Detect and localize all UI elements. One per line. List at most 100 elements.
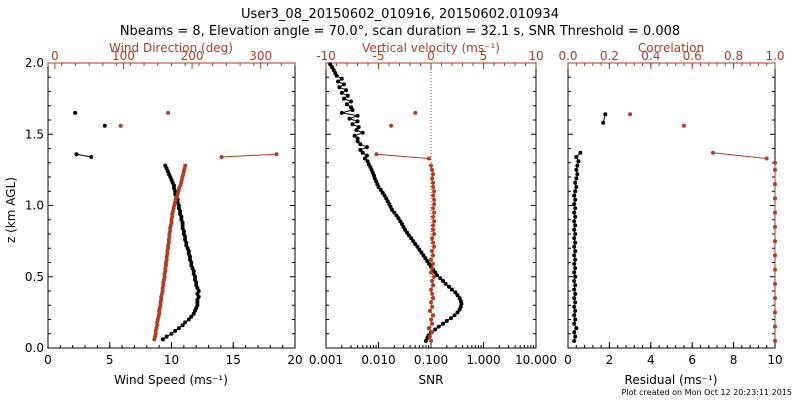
x2-tick-label: 1.0 <box>765 49 784 63</box>
data-point <box>158 303 163 308</box>
data-point <box>405 230 410 235</box>
data-point <box>169 331 174 336</box>
data-point <box>574 167 579 172</box>
data-point <box>573 317 578 322</box>
data-point <box>443 281 448 286</box>
data-point <box>432 232 437 236</box>
x2-tick-label: -10 <box>316 49 336 63</box>
y-tick-label: 2.0 <box>25 56 44 70</box>
data-point <box>164 263 168 268</box>
y-axis-label: z (km AGL) <box>4 177 18 243</box>
data-point <box>574 176 579 181</box>
data-point <box>431 313 436 318</box>
panel-vertical-velocity: SNR Vertical velocity (ms⁻¹) 0.001 0.010 0… <box>309 41 557 387</box>
data-point <box>572 304 577 309</box>
data-point <box>431 193 436 198</box>
data-point <box>601 120 606 125</box>
data-point <box>429 338 433 343</box>
x2-tick-label: 0 <box>427 49 435 63</box>
data-point <box>429 300 433 305</box>
data-point <box>572 236 577 241</box>
data-point <box>572 202 577 207</box>
data-point <box>447 284 451 289</box>
data-point <box>354 128 359 132</box>
data-point <box>358 142 363 147</box>
data-point <box>411 239 416 244</box>
data-point <box>573 232 578 236</box>
data-point <box>155 323 160 328</box>
data-point <box>773 224 777 229</box>
data-point <box>153 331 158 336</box>
footer-timestamp: Plot created on Mon Oct 12 20:23:11 2015 <box>622 388 792 397</box>
data-point <box>573 223 578 228</box>
data-point <box>360 150 365 155</box>
data-point <box>164 257 169 262</box>
data-point <box>438 276 443 281</box>
data-point <box>431 206 436 211</box>
data-point <box>178 212 183 217</box>
data-point <box>195 303 200 308</box>
data-point <box>773 196 777 201</box>
data-point <box>173 328 178 333</box>
series-line <box>712 152 767 159</box>
chart-title-line1: User3_08_20150602_010916, 20150602.01093… <box>241 7 559 22</box>
data-point <box>380 190 385 195</box>
x-tick-label: 6 <box>688 353 696 367</box>
data-point <box>572 321 577 326</box>
data-point <box>441 321 446 326</box>
plot-area-wind: 0.00.51.01.52.00 5 10 15 200 100 200 300 <box>25 49 303 367</box>
data-point <box>163 163 168 168</box>
data-point <box>573 334 578 339</box>
data-point <box>452 313 457 318</box>
data-point <box>575 172 580 177</box>
data-point <box>773 296 777 301</box>
data-point <box>186 317 191 322</box>
data-point <box>344 88 348 93</box>
data-point <box>430 249 435 254</box>
data-point <box>430 321 435 326</box>
data-point <box>186 251 191 256</box>
data-point <box>449 287 454 292</box>
data-point <box>194 283 199 288</box>
data-point <box>176 206 181 211</box>
data-point <box>349 99 353 104</box>
data-point <box>773 281 777 286</box>
data-point <box>431 223 436 228</box>
data-point <box>176 326 181 331</box>
data-point <box>344 102 349 107</box>
data-point <box>183 320 188 325</box>
data-point <box>102 123 107 128</box>
data-point <box>773 182 777 187</box>
data-point <box>364 145 369 150</box>
x-tick-label: 10 <box>767 353 782 367</box>
data-point <box>575 163 580 168</box>
data-point <box>432 219 437 224</box>
data-point <box>374 152 379 157</box>
data-point <box>167 234 172 239</box>
data-point <box>426 326 431 331</box>
data-point <box>159 297 164 302</box>
data-point <box>573 300 578 305</box>
data-point <box>431 240 436 245</box>
data-point <box>364 153 369 158</box>
data-point <box>773 210 777 215</box>
data-point <box>355 136 360 141</box>
data-point <box>432 274 437 279</box>
data-point <box>425 259 430 264</box>
data-point <box>572 270 577 275</box>
panel-frame-wind <box>47 62 296 349</box>
data-point <box>573 240 578 245</box>
data-point <box>773 324 777 329</box>
data-point <box>193 277 197 282</box>
data-point <box>573 189 578 194</box>
data-point <box>355 119 360 124</box>
x-tick-label: 0 <box>564 353 572 367</box>
data-point <box>573 206 578 211</box>
data-point <box>339 90 344 95</box>
data-point <box>429 317 433 322</box>
data-point <box>336 79 341 84</box>
data-point <box>572 244 577 249</box>
x2-tick-label: 0.6 <box>683 49 702 63</box>
plot-area-corr: 0 2 4 6 8 10 0.0 0.2 0.4 0.6 0.8 1.0 <box>558 49 784 367</box>
